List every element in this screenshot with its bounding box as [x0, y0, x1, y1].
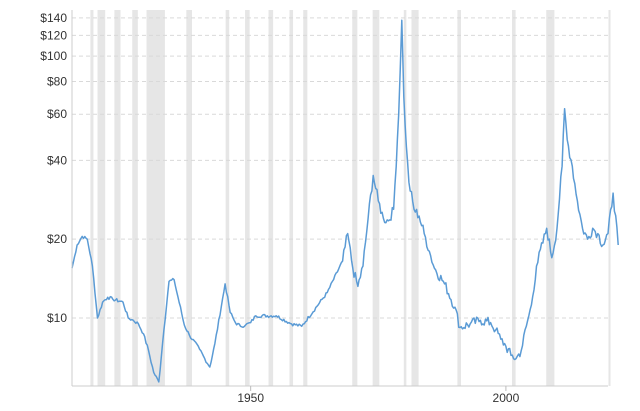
y-tick-labels: $10 $20 $40 $60 $80 $100 $120 $140 — [40, 11, 67, 325]
recession-band — [289, 10, 294, 386]
grid-lines — [72, 17, 608, 319]
y-tick-label: $10 — [47, 311, 67, 325]
recession-band — [403, 10, 407, 386]
axes — [71, 10, 608, 391]
recession-band — [97, 10, 106, 386]
price-series — [71, 19, 619, 383]
recession-band — [268, 10, 274, 386]
recession-bands — [90, 10, 611, 386]
recession-band — [457, 10, 461, 386]
recession-band — [146, 10, 165, 386]
recession-band — [546, 10, 555, 386]
recession-band — [114, 10, 121, 386]
x-tick-label: 2000 — [493, 391, 520, 405]
series-line — [71, 19, 619, 383]
y-tick-label: $20 — [47, 232, 67, 246]
y-tick-label: $100 — [40, 49, 67, 63]
recession-band — [352, 10, 358, 386]
recession-band — [411, 10, 419, 386]
x-tick-labels: 1950 2000 — [237, 391, 519, 405]
recession-band — [512, 10, 516, 386]
x-tick-label: 1950 — [237, 391, 264, 405]
recession-band — [225, 10, 230, 386]
y-tick-label: $60 — [47, 107, 67, 121]
recession-band — [90, 10, 94, 386]
y-tick-label: $80 — [47, 74, 67, 88]
y-tick-label: $120 — [40, 28, 67, 42]
recession-band — [608, 10, 611, 386]
y-tick-label: $140 — [40, 11, 67, 25]
recession-band — [303, 10, 308, 386]
recession-band — [186, 10, 192, 386]
recession-band — [132, 10, 138, 386]
recession-band — [245, 10, 250, 386]
recession-band — [372, 10, 380, 386]
y-tick-label: $40 — [47, 153, 67, 167]
